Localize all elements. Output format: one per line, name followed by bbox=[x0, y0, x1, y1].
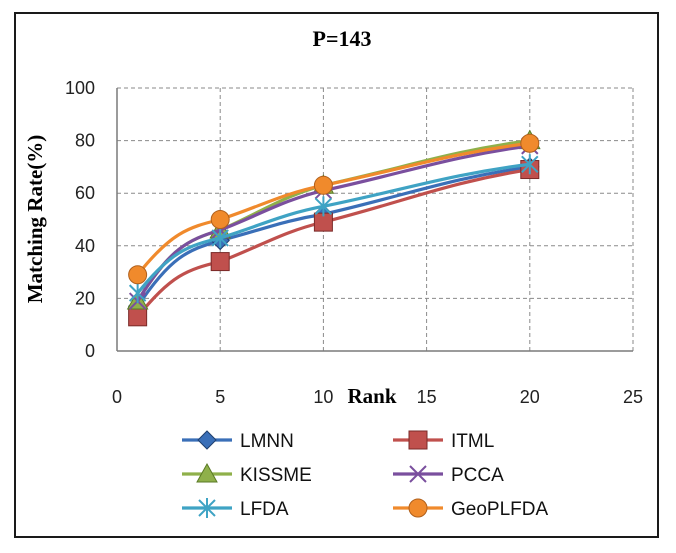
legend-marker-lfda bbox=[198, 498, 216, 518]
data-point-lfda bbox=[314, 196, 333, 217]
legend: LMNN ITML KISSME PCCA LFDA GeoPLFDA bbox=[182, 430, 548, 520]
x-tick-label: 20 bbox=[520, 387, 540, 407]
x-tick-labels: 0 5 10 15 20 25 bbox=[112, 387, 643, 407]
y-tick-label: 80 bbox=[75, 131, 95, 151]
series-lfda bbox=[128, 154, 539, 304]
x-tick-label: 25 bbox=[623, 387, 643, 407]
series-pcca bbox=[128, 137, 539, 310]
legend-label: LFDA bbox=[240, 499, 289, 520]
legend-label: ITML bbox=[451, 431, 494, 452]
legend-marker-lmnn bbox=[197, 430, 217, 450]
plot-area: 0 20 40 60 80 100 0 5 10 15 20 25 bbox=[65, 78, 643, 407]
data-point-itml bbox=[128, 307, 148, 327]
series-itml bbox=[128, 160, 540, 327]
x-axis-label: Rank bbox=[347, 384, 396, 408]
data-point-geoplfda bbox=[520, 133, 540, 153]
legend-marker-geoplfda bbox=[408, 498, 428, 518]
data-point-geoplfda bbox=[210, 210, 230, 229]
legend-item-lfda: LFDA bbox=[182, 498, 289, 520]
series-line-lmnn bbox=[136, 165, 531, 308]
legend-label: KISSME bbox=[240, 465, 312, 486]
series-line-geoplfda bbox=[136, 141, 531, 276]
data-point-itml bbox=[210, 252, 230, 272]
data-point-lfda bbox=[521, 154, 539, 175]
series-lines bbox=[126, 129, 541, 327]
legend-marker-kissme bbox=[196, 462, 218, 483]
data-point-geoplfda bbox=[313, 175, 333, 195]
y-tick-label: 20 bbox=[75, 288, 95, 308]
legend-item-itml: ITML bbox=[393, 430, 494, 452]
x-tick-label: 0 bbox=[112, 387, 122, 407]
x-tick-label: 15 bbox=[417, 387, 437, 407]
data-point-geoplfda bbox=[128, 265, 148, 285]
chart-frame bbox=[14, 12, 659, 538]
legend-label: GeoPLFDA bbox=[451, 499, 548, 520]
y-tick-label: 60 bbox=[75, 183, 95, 203]
data-point-lfda bbox=[128, 283, 147, 304]
y-tick-labels: 0 20 40 60 80 100 bbox=[65, 78, 95, 361]
series-geoplfda bbox=[128, 133, 540, 285]
legend-marker-itml bbox=[408, 430, 428, 450]
series-line-itml bbox=[136, 167, 531, 318]
data-point-lfda bbox=[211, 227, 229, 248]
legend-label: PCCA bbox=[451, 465, 504, 486]
legend-marker-pcca bbox=[409, 465, 427, 483]
y-axis-label: Matching Rate(%) bbox=[23, 135, 47, 304]
y-tick-label: 0 bbox=[85, 341, 95, 361]
legend-item-kissme: KISSME bbox=[182, 462, 312, 486]
series-line-lfda bbox=[136, 162, 531, 295]
legend-label: LMNN bbox=[240, 431, 294, 452]
y-tick-label: 40 bbox=[75, 236, 95, 256]
series-line-pcca bbox=[136, 144, 531, 302]
legend-item-lmnn: LMNN bbox=[182, 430, 294, 452]
legend-item-geoplfda: GeoPLFDA bbox=[393, 498, 548, 520]
x-tick-label: 5 bbox=[215, 387, 225, 407]
chart-title: P=143 bbox=[313, 26, 372, 51]
axes bbox=[116, 88, 633, 352]
grid-lines bbox=[117, 87, 634, 351]
y-tick-label: 100 bbox=[65, 78, 95, 98]
legend-item-pcca: PCCA bbox=[393, 465, 504, 486]
x-tick-label: 10 bbox=[313, 387, 333, 407]
